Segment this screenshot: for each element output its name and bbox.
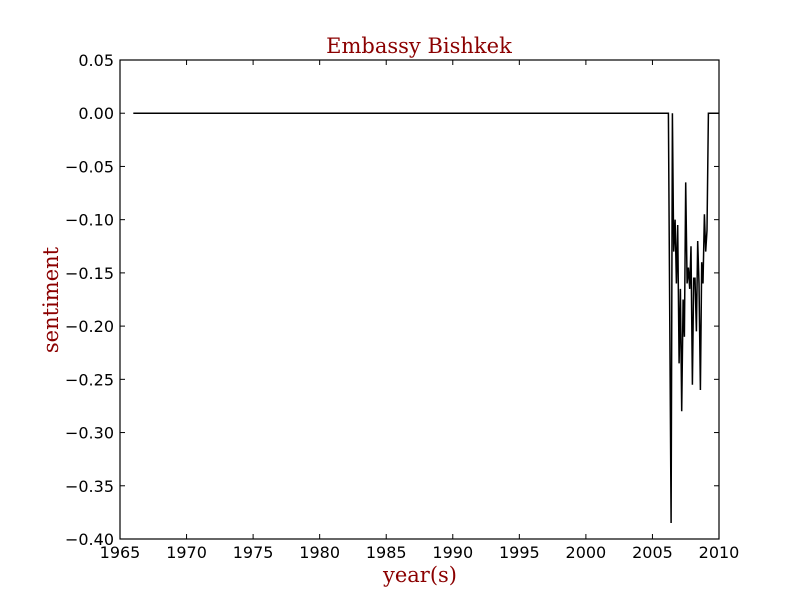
y-tick-label: −0.20: [65, 317, 114, 336]
chart-title: Embassy Bishkek: [326, 34, 512, 58]
y-axis-label: sentiment: [39, 246, 63, 353]
x-tick-label: 2000: [566, 543, 607, 562]
x-tick-label: 1990: [432, 543, 473, 562]
y-tick-label: −0.15: [65, 264, 114, 283]
x-tick-label: 2005: [632, 543, 673, 562]
x-tick-label: 2010: [699, 543, 740, 562]
y-tick-label: −0.05: [65, 157, 114, 176]
x-axis: 1965 1970 1975 1980 1985 1990 1995 2000 2005 2010: [100, 60, 740, 562]
plot-frame: [119, 59, 720, 540]
x-axis-label: year(s): [382, 563, 457, 587]
y-tick-label: −0.30: [65, 424, 114, 443]
y-tick-label: 0.05: [78, 51, 114, 70]
y-tick-label: 0.00: [78, 104, 114, 123]
x-tick-label: 1980: [299, 543, 340, 562]
y-tick-label: −0.35: [65, 477, 114, 496]
x-tick-label: 1985: [366, 543, 407, 562]
x-tick-label: 1975: [233, 543, 274, 562]
y-axis: 0.05 0.00 −0.05 −0.10 −0.15 −0.20 −0.25 −0.30 −0…: [65, 51, 719, 549]
y-tick-label: −0.25: [65, 370, 114, 389]
x-tick-label: 1970: [166, 543, 207, 562]
x-tick-label: 1965: [100, 543, 141, 562]
y-tick-label: −0.10: [65, 211, 114, 230]
series-line: [133, 112, 719, 524]
y-tick-label: −0.40: [65, 530, 114, 549]
x-tick-label: 1995: [499, 543, 540, 562]
